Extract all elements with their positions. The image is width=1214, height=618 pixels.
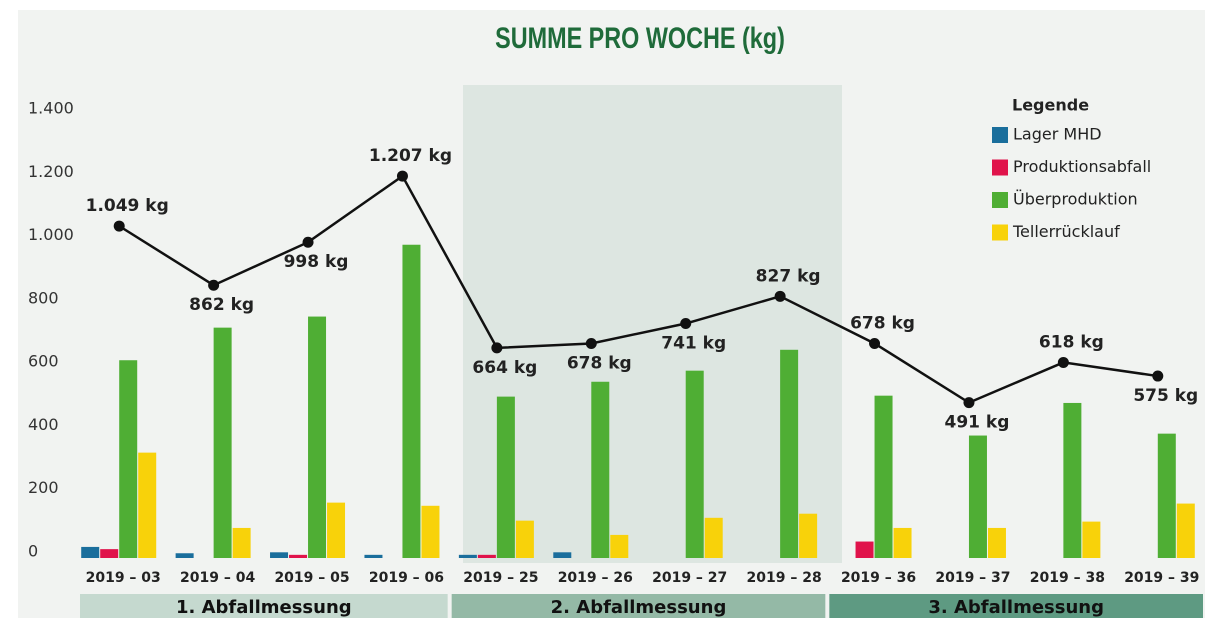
- bar: [421, 505, 440, 558]
- bar: [477, 554, 496, 558]
- bar: [1063, 402, 1082, 558]
- total-point: [585, 337, 597, 349]
- bar: [232, 527, 251, 558]
- highlight-band: [463, 85, 842, 563]
- bar: [289, 554, 308, 558]
- data-label: 998 kg: [284, 252, 349, 272]
- total-point: [208, 279, 220, 291]
- x-tick-label: 2019 – 37: [935, 570, 1010, 586]
- total-point: [1152, 370, 1164, 382]
- bar: [119, 360, 138, 558]
- total-point: [396, 170, 408, 182]
- total-point: [774, 290, 786, 302]
- bar: [780, 349, 799, 558]
- bar: [270, 552, 289, 558]
- data-label: 678 kg: [567, 353, 632, 373]
- bar: [874, 395, 893, 558]
- bar: [496, 396, 515, 558]
- x-tick-label: 2019 – 39: [1124, 570, 1199, 586]
- legend-label: Überproduktion: [1013, 190, 1138, 209]
- bar: [799, 513, 818, 558]
- bar: [1157, 433, 1176, 558]
- x-tick-label: 2019 – 25: [463, 570, 538, 586]
- x-tick-label: 2019 – 28: [747, 570, 822, 586]
- bar: [175, 553, 194, 558]
- y-tick-label: 1.400: [28, 99, 74, 118]
- legend-swatch: [992, 159, 1008, 176]
- group-label: 1. Abfallmessung: [176, 597, 352, 618]
- data-label: 678 kg: [850, 313, 915, 333]
- data-label: 618 kg: [1039, 332, 1104, 352]
- bar: [553, 552, 572, 558]
- bar: [1176, 503, 1195, 558]
- bar: [138, 452, 157, 558]
- bar: [364, 554, 383, 558]
- legend-swatch: [992, 192, 1008, 208]
- x-tick-label: 2019 – 04: [180, 570, 255, 586]
- group-label: 3. Abfallmessung: [928, 597, 1104, 618]
- bar: [515, 520, 534, 558]
- bar: [591, 381, 610, 558]
- total-point: [680, 318, 692, 330]
- total-point: [113, 220, 125, 232]
- total-point: [869, 337, 881, 349]
- data-label: 1.049 kg: [86, 196, 169, 216]
- bar: [704, 517, 723, 558]
- data-label: 1.207 kg: [369, 146, 452, 166]
- y-tick-label: 800: [28, 288, 59, 307]
- total-point: [963, 397, 975, 409]
- data-label: 575 kg: [1133, 386, 1198, 406]
- data-label: 664 kg: [472, 358, 537, 378]
- bar: [308, 316, 327, 558]
- total-line: [118, 174, 1158, 405]
- legend-swatch: [992, 224, 1008, 241]
- y-tick-label: 200: [28, 478, 59, 497]
- x-tick-label: 2019 – 06: [369, 570, 444, 586]
- x-tick-label: 2019 – 27: [652, 570, 727, 586]
- chart-title: SUMME PRO WOCHE (kg): [495, 21, 785, 54]
- bar: [610, 534, 629, 558]
- group-band: [80, 594, 448, 618]
- total-point: [302, 236, 314, 248]
- legend-label: Produktionsabfall: [1013, 157, 1151, 176]
- total-point: [1057, 356, 1069, 368]
- bar: [100, 549, 119, 558]
- bar: [402, 244, 421, 558]
- bar: [327, 502, 346, 558]
- total-point: [491, 342, 503, 354]
- y-tick-label: 1.000: [28, 225, 74, 244]
- bar: [987, 527, 1006, 558]
- bar: [685, 370, 704, 558]
- x-tick-label: 2019 – 05: [274, 570, 349, 586]
- bar: [1082, 521, 1101, 558]
- x-tick-label: 2019 – 03: [86, 570, 161, 586]
- y-tick-label: 600: [28, 352, 59, 371]
- legend-label: Tellerrücklauf: [1012, 222, 1120, 241]
- group-band: [829, 594, 1203, 618]
- x-tick-label: 2019 – 38: [1030, 570, 1105, 586]
- bar: [893, 527, 912, 558]
- data-label: 862 kg: [189, 295, 254, 315]
- legend-title: Legende: [1012, 96, 1089, 115]
- legend-label: Lager MHD: [1013, 125, 1102, 144]
- group-band: [451, 594, 826, 618]
- y-tick-label: 400: [28, 415, 59, 434]
- y-tick-label: 0: [28, 542, 38, 561]
- bar: [458, 554, 477, 558]
- data-label: 827 kg: [756, 266, 821, 286]
- x-tick-label: 2019 – 26: [558, 570, 633, 586]
- bar: [855, 541, 874, 558]
- legend-swatch: [992, 127, 1008, 143]
- y-tick-label: 1.200: [28, 162, 74, 181]
- bar: [968, 435, 987, 558]
- bar: [213, 327, 232, 558]
- x-tick-label: 2019 – 36: [841, 570, 916, 586]
- bar: [81, 546, 100, 558]
- group-label: 2. Abfallmessung: [551, 597, 727, 618]
- data-label: 741 kg: [661, 334, 726, 354]
- data-label: 491 kg: [945, 413, 1010, 433]
